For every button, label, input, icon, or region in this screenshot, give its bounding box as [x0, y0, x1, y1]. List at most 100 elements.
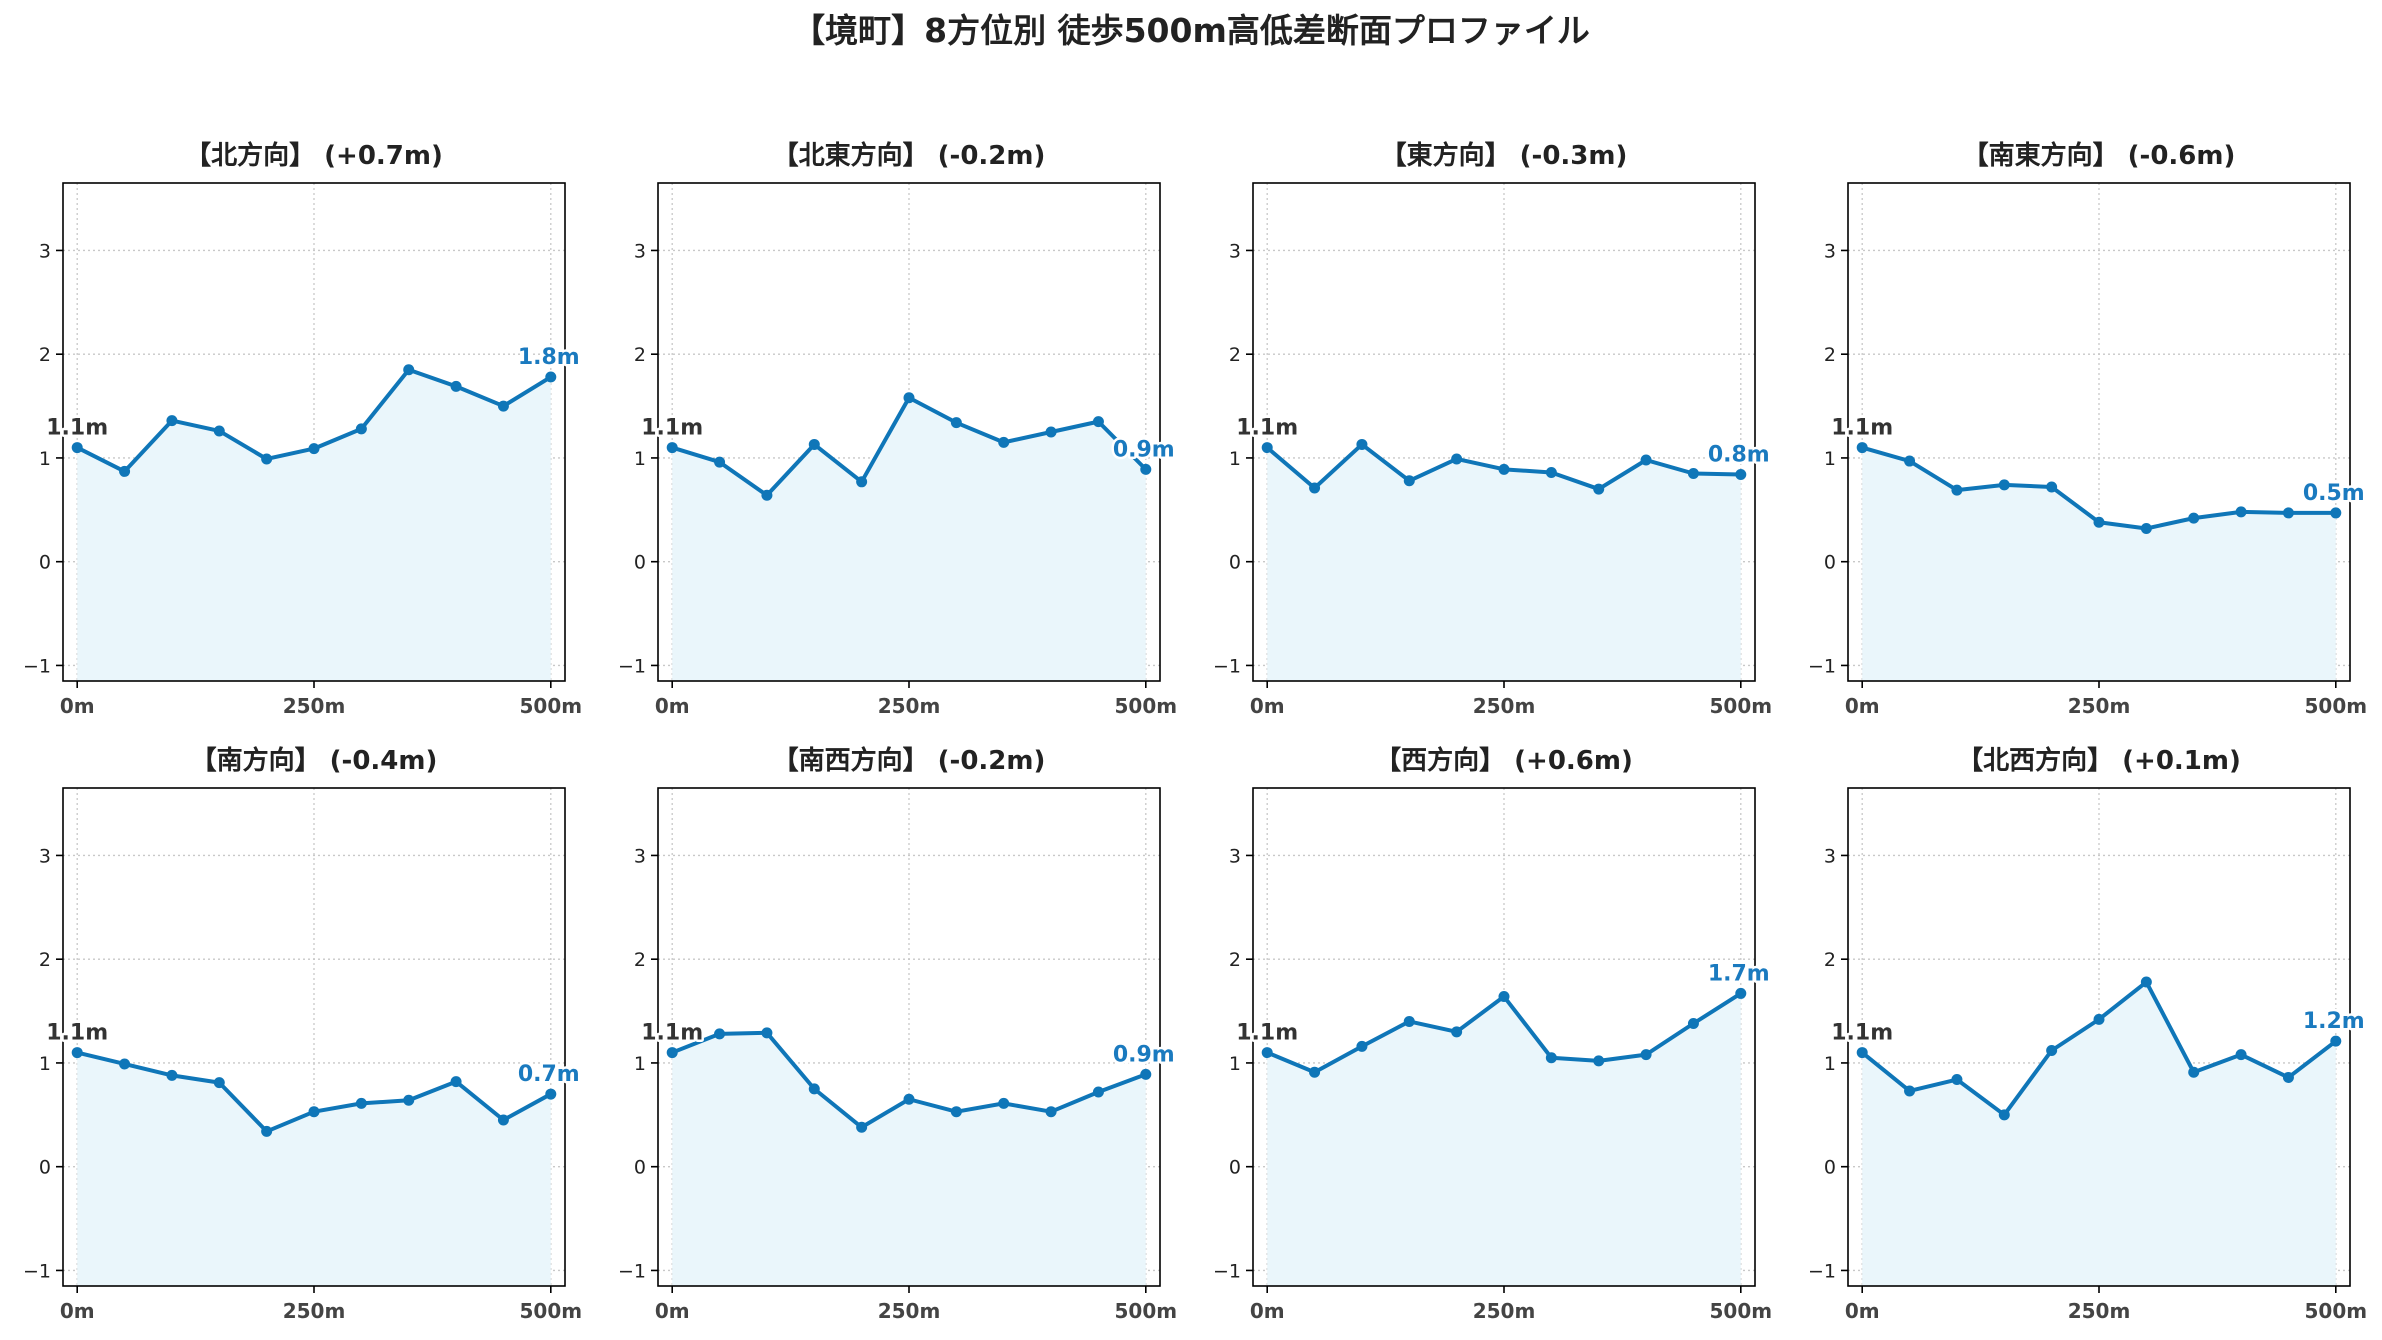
data-point: [1856, 442, 1868, 454]
y-tick-label: −1: [23, 1260, 51, 1282]
data-point: [2188, 1066, 2200, 1078]
data-point: [950, 1106, 962, 1118]
data-point: [1045, 426, 1057, 438]
data-point: [166, 1069, 178, 1081]
data-point: [119, 465, 131, 477]
data-point: [856, 1121, 868, 1133]
start-label: 1.1m: [46, 1021, 108, 1046]
data-point: [2093, 516, 2105, 528]
figure-title: 【境町】8方位別 徒歩500m高低差断面プロファイル: [792, 11, 1590, 50]
data-point: [1356, 1040, 1368, 1052]
data-point: [1998, 1109, 2010, 1121]
panel-5: 【南方向】 (-0.4m) −1 0 1 2 3 0m 250m 500m 1.1m 0.7m: [23, 745, 582, 1323]
data-point: [308, 443, 320, 455]
panel-7: 【西方向】 (+0.6m) −1 0 1 2 3 0m 250m 500m 1.1m 1.7m: [1213, 745, 1772, 1323]
data-point: [2282, 507, 2294, 519]
x-tick-label: 250m: [283, 694, 346, 718]
x-tick-label: 0m: [60, 1299, 95, 1323]
x-tick-label: 0m: [1250, 1299, 1285, 1323]
y-tick-label: 3: [1229, 240, 1241, 262]
x-tick-label: 500m: [1114, 1299, 1177, 1323]
y-tick-label: 1: [1229, 1053, 1241, 1075]
data-point: [2282, 1071, 2294, 1083]
data-point: [1403, 475, 1415, 487]
y-tick-label: 3: [39, 240, 51, 262]
area-fill: [1862, 447, 2336, 681]
data-point: [1951, 484, 1963, 496]
y-tick-label: 0: [39, 552, 51, 574]
x-tick-label: 0m: [1845, 694, 1880, 718]
x-tick-label: 500m: [519, 1299, 582, 1323]
data-point: [1687, 468, 1699, 479]
panel-3: 【東方向】 (-0.3m) −1 0 1 2 3 0m 250m 500m 1.1m 0.8m: [1213, 140, 1772, 718]
data-point: [903, 1093, 915, 1105]
data-point: [497, 400, 509, 412]
data-point: [71, 442, 83, 454]
start-label: 1.1m: [1831, 1021, 1893, 1046]
area-fill: [1267, 444, 1741, 681]
x-tick-label: 250m: [1473, 1299, 1536, 1323]
panel-1: 【北方向】 (+0.7m) −1 0 1 2 3 0m 250m 500m 1.1m 1.8m: [23, 140, 582, 718]
panel-title: 【北東方向】 (-0.2m): [773, 140, 1046, 171]
data-point: [261, 453, 273, 465]
data-point: [166, 415, 178, 427]
area-fill: [672, 1032, 1146, 1286]
y-tick-label: 1: [634, 448, 646, 470]
data-point: [1904, 455, 1916, 467]
data-point: [666, 442, 678, 454]
data-point: [1356, 438, 1368, 450]
area-fill: [1862, 982, 2336, 1286]
x-tick-label: 0m: [655, 1299, 690, 1323]
data-point: [2330, 1035, 2342, 1047]
data-point: [1140, 463, 1152, 475]
data-point: [2046, 1044, 2058, 1056]
start-label: 1.1m: [641, 1021, 703, 1046]
data-point: [497, 1114, 509, 1126]
y-tick-label: −1: [618, 1260, 646, 1282]
y-tick-label: 0: [634, 552, 646, 574]
data-point: [856, 476, 868, 488]
data-point: [1545, 466, 1557, 478]
end-label: 1.2m: [2303, 1009, 2365, 1034]
y-tick-label: 1: [1824, 448, 1836, 470]
panel-title: 【東方向】 (-0.3m): [1381, 140, 1628, 171]
y-tick-label: −1: [1213, 1260, 1241, 1282]
y-tick-label: 2: [39, 344, 51, 366]
data-point: [545, 371, 557, 383]
y-tick-label: 1: [39, 1053, 51, 1075]
y-tick-label: −1: [1808, 1260, 1836, 1282]
data-point: [450, 380, 462, 392]
data-point: [998, 1097, 1010, 1109]
data-point: [119, 1058, 131, 1070]
area-fill: [1267, 993, 1741, 1286]
end-label: 1.7m: [1708, 961, 1770, 986]
data-point: [808, 438, 820, 450]
data-point: [213, 425, 225, 437]
y-tick-label: 1: [1824, 1053, 1836, 1075]
x-tick-label: 500m: [1114, 694, 1177, 718]
y-tick-label: 1: [39, 448, 51, 470]
start-label: 1.1m: [46, 416, 108, 441]
data-point: [1261, 1047, 1273, 1059]
data-point: [1140, 1068, 1152, 1080]
y-tick-label: 3: [1229, 845, 1241, 867]
data-point: [950, 417, 962, 429]
data-point: [1856, 1047, 1868, 1059]
data-point: [1735, 987, 1747, 999]
panels: 【北方向】 (+0.7m) −1 0 1 2 3 0m 250m 500m 1.1m 1.8m 【北東…: [23, 140, 2367, 1323]
x-tick-label: 500m: [519, 694, 582, 718]
panel-title: 【南東方向】 (-0.6m): [1963, 140, 2236, 171]
panel-4: 【南東方向】 (-0.6m) −1 0 1 2 3 0m 250m 500m 1.1m 0.5m: [1808, 140, 2367, 718]
data-point: [355, 1097, 367, 1109]
data-point: [213, 1077, 225, 1089]
x-tick-label: 0m: [1845, 1299, 1880, 1323]
data-point: [2330, 507, 2342, 519]
y-tick-label: 3: [39, 845, 51, 867]
data-point: [2140, 522, 2152, 534]
data-point: [1545, 1052, 1557, 1064]
y-tick-label: 0: [1229, 552, 1241, 574]
y-tick-label: 3: [1824, 845, 1836, 867]
data-point: [1640, 454, 1652, 466]
data-point: [2235, 506, 2247, 518]
y-tick-label: −1: [1808, 655, 1836, 677]
